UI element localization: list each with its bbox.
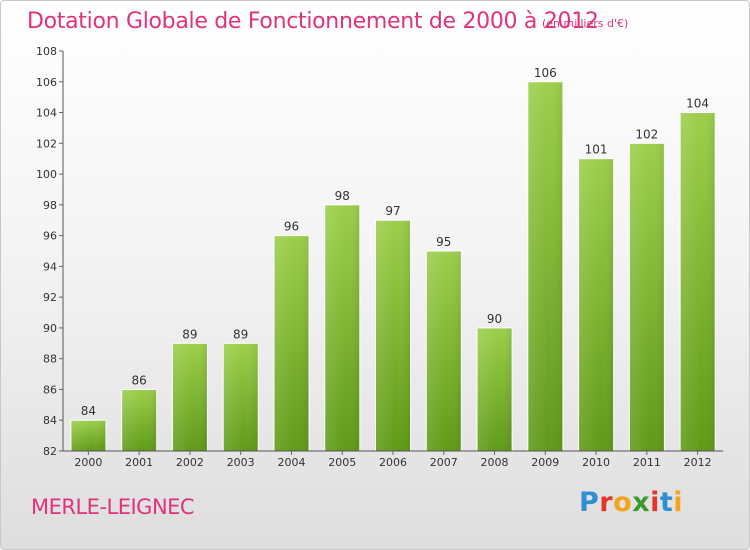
y-tick-label: 104 bbox=[36, 107, 57, 120]
y-tick-label: 98 bbox=[43, 199, 57, 212]
x-tick-label: 2006 bbox=[379, 456, 407, 469]
data-label: 96 bbox=[284, 220, 299, 234]
data-label: 89 bbox=[233, 327, 248, 341]
y-tick-label: 102 bbox=[36, 137, 57, 150]
logo-letter: r bbox=[599, 487, 614, 518]
logo-letter: P bbox=[579, 487, 600, 518]
y-tick-label: 88 bbox=[43, 353, 57, 366]
data-label: 90 bbox=[487, 312, 502, 326]
bar-shade bbox=[223, 343, 259, 451]
data-label: 104 bbox=[686, 97, 709, 111]
chart-title: Dotation Globale de Fonctionnement de 20… bbox=[27, 9, 599, 34]
data-label: 102 bbox=[635, 127, 658, 141]
x-tick-label: 2003 bbox=[227, 456, 255, 469]
bar-shade bbox=[375, 220, 411, 451]
y-tick-label: 82 bbox=[43, 445, 57, 458]
logo-letter: t bbox=[659, 487, 674, 518]
bar-shade bbox=[426, 251, 462, 451]
data-label: 106 bbox=[534, 66, 557, 80]
y-tick-label: 96 bbox=[43, 230, 57, 243]
data-label: 89 bbox=[182, 327, 197, 341]
data-label: 86 bbox=[132, 373, 147, 387]
bar-shade bbox=[172, 343, 208, 451]
y-tick-label: 92 bbox=[43, 291, 57, 304]
logo-letter: o bbox=[613, 487, 633, 518]
bar-shade bbox=[527, 81, 563, 452]
y-tick-label: 86 bbox=[43, 383, 57, 396]
x-tick-label: 2011 bbox=[633, 456, 661, 469]
bar-shade bbox=[70, 420, 106, 451]
data-label: 98 bbox=[335, 189, 350, 203]
y-tick-label: 90 bbox=[43, 322, 57, 335]
x-tick-label: 2012 bbox=[684, 456, 712, 469]
bar-shade bbox=[578, 158, 614, 451]
bar-shade bbox=[324, 204, 360, 451]
x-tick-label: 2000 bbox=[74, 456, 102, 469]
logo-letter: i bbox=[650, 487, 660, 518]
bar-shade bbox=[629, 143, 665, 452]
data-label: 84 bbox=[81, 404, 96, 418]
x-tick-label: 2002 bbox=[176, 456, 204, 469]
proxiti-logo: Proxiti bbox=[579, 487, 683, 518]
bar-shade bbox=[273, 235, 309, 451]
y-tick-label: 94 bbox=[43, 260, 57, 273]
bar-shade bbox=[477, 327, 513, 451]
y-tick-label: 100 bbox=[36, 168, 57, 181]
bar-shade bbox=[121, 389, 157, 451]
y-tick-label: 108 bbox=[36, 45, 57, 58]
x-tick-label: 2010 bbox=[582, 456, 610, 469]
logo-letter: x bbox=[632, 487, 651, 518]
data-label: 97 bbox=[385, 204, 400, 218]
x-tick-label: 2005 bbox=[328, 456, 356, 469]
y-tick-label: 106 bbox=[36, 76, 57, 89]
bar-shade bbox=[680, 112, 716, 452]
x-tick-label: 2008 bbox=[481, 456, 509, 469]
data-label: 101 bbox=[585, 143, 608, 157]
town-name: MERLE-LEIGNEC bbox=[31, 495, 195, 519]
data-label: 95 bbox=[436, 235, 451, 249]
y-tick-label: 84 bbox=[43, 414, 57, 427]
chart-subtitle: (en milliers d'€) bbox=[542, 17, 629, 30]
logo-letter: i bbox=[673, 487, 684, 518]
x-tick-label: 2004 bbox=[277, 456, 305, 469]
x-tick-label: 2001 bbox=[125, 456, 153, 469]
x-tick-label: 2007 bbox=[430, 456, 458, 469]
x-tick-label: 2009 bbox=[531, 456, 559, 469]
